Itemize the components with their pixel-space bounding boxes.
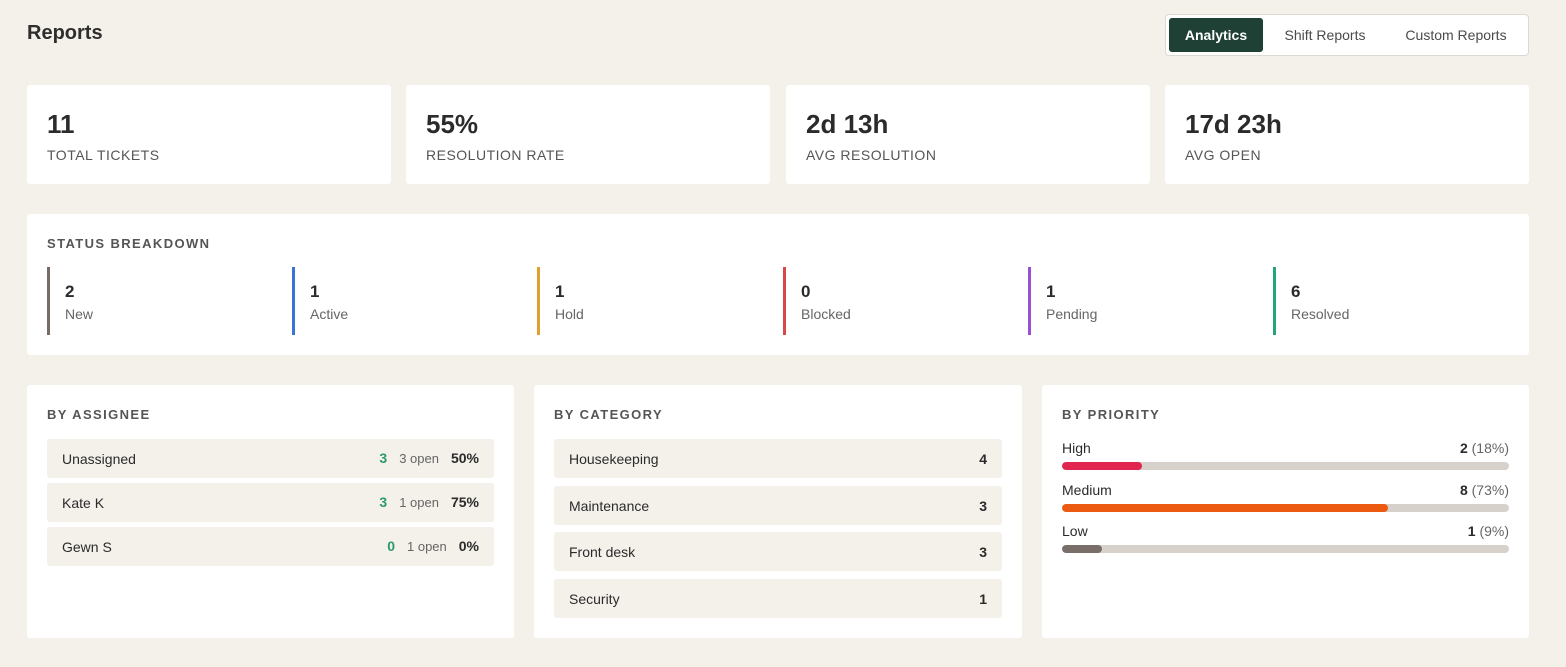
kpi-label: RESOLUTION RATE xyxy=(426,147,565,163)
kpi-card-resolution-rate: 55% RESOLUTION RATE xyxy=(406,85,770,184)
category-row[interactable]: Security 1 xyxy=(554,579,1002,618)
tab-analytics[interactable]: Analytics xyxy=(1169,18,1263,52)
by-assignee-card: BY ASSIGNEE Unassigned 3 3 open 50% Kate… xyxy=(27,385,514,638)
assignee-count: 0 xyxy=(387,538,395,554)
priority-stat: 2 (18%) xyxy=(1460,440,1509,456)
assignee-row[interactable]: Kate K 3 1 open 75% xyxy=(47,483,494,522)
priority-count: 1 xyxy=(1467,523,1476,539)
kpi-card-avg-resolution: 2d 13h AVG RESOLUTION xyxy=(786,85,1150,184)
assignee-name: Kate K xyxy=(62,495,105,511)
assignee-open: 1 open xyxy=(407,539,447,554)
priority-name: Medium xyxy=(1062,482,1112,498)
priority-bar-track xyxy=(1062,545,1509,553)
status-count: 1 xyxy=(1046,282,1056,301)
priority-low: Low 1 (9%) xyxy=(1062,523,1509,557)
priority-stat: 8 (73%) xyxy=(1460,482,1509,498)
assignee-count: 3 xyxy=(379,494,388,510)
section-title: STATUS BREAKDOWN xyxy=(47,236,211,251)
assignee-open: 1 open xyxy=(399,495,439,510)
category-row[interactable]: Front desk 3 xyxy=(554,532,1002,571)
priority-high: High 2 (18%) xyxy=(1062,440,1509,474)
by-priority-card: BY PRIORITY High 2 (18%) Medium 8 (73%) … xyxy=(1042,385,1529,638)
priority-bar-fill xyxy=(1062,504,1389,512)
category-name: Front desk xyxy=(569,544,636,560)
kpi-value: 17d 23h xyxy=(1185,109,1282,139)
by-category-card: BY CATEGORY Housekeeping 4 Maintenance 3… xyxy=(534,385,1022,638)
status-pending: 1 Pending xyxy=(1028,267,1258,335)
status-name: Active xyxy=(310,306,349,322)
section-title: BY CATEGORY xyxy=(554,407,664,422)
kpi-value: 11 xyxy=(47,109,75,139)
kpi-value: 55% xyxy=(426,109,479,139)
status-count: 1 xyxy=(310,282,320,301)
kpi-label: TOTAL TICKETS xyxy=(47,147,160,163)
priority-bar-track xyxy=(1062,504,1509,512)
assignee-pct: 50% xyxy=(450,450,479,466)
category-count: 4 xyxy=(979,451,987,467)
status-count: 0 xyxy=(801,282,811,301)
priority-bar-track xyxy=(1062,462,1509,470)
section-title: BY ASSIGNEE xyxy=(47,407,151,422)
priority-count: 2 xyxy=(1459,440,1468,456)
category-count: 3 xyxy=(979,498,987,514)
kpi-value: 2d 13h xyxy=(806,109,889,139)
page-title: Reports xyxy=(27,22,103,44)
assignee-pct: 0% xyxy=(458,538,479,554)
status-count: 1 xyxy=(555,282,565,301)
category-row[interactable]: Housekeeping 4 xyxy=(554,439,1002,478)
priority-pct: (9%) xyxy=(1479,523,1509,539)
status-count: 6 xyxy=(1291,282,1301,301)
report-tabs: Analytics Shift Reports Custom Reports xyxy=(1165,14,1529,56)
category-row[interactable]: Maintenance 3 xyxy=(554,486,1002,525)
assignee-pct: 75% xyxy=(450,494,479,510)
priority-name: High xyxy=(1062,440,1091,456)
priority-bar-fill xyxy=(1062,545,1103,553)
priority-medium: Medium 8 (73%) xyxy=(1062,482,1509,516)
category-count: 1 xyxy=(979,591,987,607)
assignee-count: 3 xyxy=(379,450,388,466)
status-resolved: 6 Resolved xyxy=(1273,267,1503,335)
priority-pct: (73%) xyxy=(1471,482,1509,498)
kpi-card-avg-open: 17d 23h AVG OPEN xyxy=(1165,85,1529,184)
status-name: New xyxy=(65,306,94,322)
tab-custom-reports[interactable]: Custom Reports xyxy=(1405,27,1507,43)
priority-name: Low xyxy=(1062,523,1088,539)
tab-shift-reports[interactable]: Shift Reports xyxy=(1284,27,1366,43)
priority-pct: (18%) xyxy=(1471,440,1509,456)
category-count: 3 xyxy=(979,544,987,560)
category-name: Security xyxy=(569,591,620,607)
assignee-name: Unassigned xyxy=(62,451,136,467)
assignee-open: 3 open xyxy=(399,451,439,466)
status-name: Pending xyxy=(1046,306,1098,322)
kpi-label: AVG OPEN xyxy=(1185,147,1262,163)
assignee-name: Gewn S xyxy=(62,539,112,555)
priority-stat: 1 (9%) xyxy=(1468,523,1509,539)
status-name: Resolved xyxy=(1291,306,1350,322)
status-new: 2 New xyxy=(47,267,277,335)
status-blocked: 0 Blocked xyxy=(783,267,1013,335)
category-name: Housekeeping xyxy=(569,451,659,467)
category-name: Maintenance xyxy=(569,498,650,514)
kpi-card-total-tickets: 11 TOTAL TICKETS xyxy=(27,85,391,184)
priority-count: 8 xyxy=(1459,482,1468,498)
assignee-row[interactable]: Gewn S 0 1 open 0% xyxy=(47,527,494,566)
priority-bar-fill xyxy=(1062,462,1143,470)
status-hold: 1 Hold xyxy=(537,267,767,335)
status-name: Blocked xyxy=(801,306,851,322)
status-breakdown-card: STATUS BREAKDOWN 2 New 1 Active 1 Hold 0… xyxy=(27,214,1529,355)
status-name: Hold xyxy=(555,306,584,322)
section-title: BY PRIORITY xyxy=(1062,407,1161,422)
assignee-row[interactable]: Unassigned 3 3 open 50% xyxy=(47,439,494,478)
status-count: 2 xyxy=(65,282,75,301)
kpi-label: AVG RESOLUTION xyxy=(806,147,937,163)
status-active: 1 Active xyxy=(292,267,522,335)
